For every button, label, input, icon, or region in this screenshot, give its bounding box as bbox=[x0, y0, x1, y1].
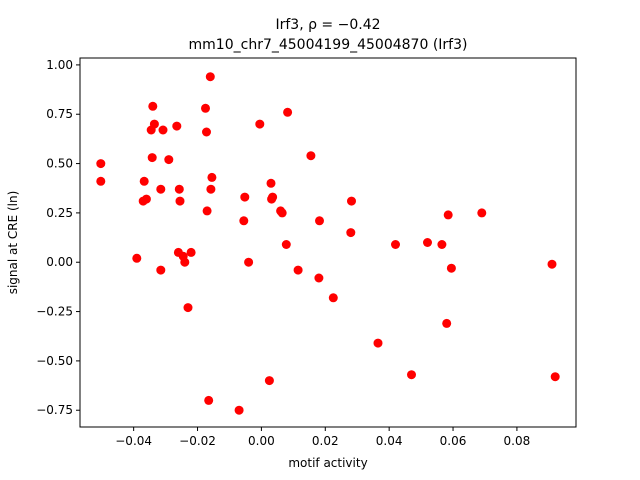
y-tick-label: 0.25 bbox=[46, 206, 73, 220]
data-point bbox=[281, 240, 291, 249]
y-tick-label: −0.25 bbox=[36, 305, 73, 319]
data-point bbox=[180, 257, 190, 267]
data-point bbox=[132, 253, 142, 263]
data-point bbox=[443, 210, 453, 220]
x-tick-label: 0.02 bbox=[312, 434, 339, 448]
data-point bbox=[442, 318, 452, 328]
data-point bbox=[186, 247, 196, 257]
y-axis-label: signal at CRE (ln) bbox=[6, 191, 20, 295]
y-tick-label: 0.00 bbox=[46, 255, 73, 269]
data-point bbox=[244, 257, 254, 267]
data-point bbox=[423, 238, 432, 247]
data-point bbox=[239, 216, 249, 226]
data-point bbox=[207, 172, 217, 182]
y-axis-ticks: −0.75 −0.50 −0.25 0.00 0.25 0.50 0.75 1.00 bbox=[36, 58, 80, 417]
data-point bbox=[277, 208, 287, 218]
y-tick-label: 0.50 bbox=[46, 157, 73, 171]
data-point bbox=[156, 265, 166, 275]
x-axis-label: motif activity bbox=[288, 456, 367, 470]
data-point bbox=[141, 194, 151, 204]
data-point bbox=[234, 405, 244, 415]
data-point bbox=[373, 338, 383, 348]
x-tick-label: 0.06 bbox=[440, 434, 467, 448]
data-point bbox=[158, 125, 168, 135]
data-point bbox=[139, 176, 149, 186]
y-tick-label: 0.75 bbox=[46, 107, 73, 121]
data-point bbox=[96, 159, 106, 169]
plot-frame bbox=[79, 57, 577, 428]
data-point bbox=[202, 206, 212, 216]
x-tick-label: 0.08 bbox=[504, 434, 531, 448]
data-point bbox=[407, 370, 416, 380]
x-tick-label: −0.04 bbox=[115, 434, 152, 448]
data-point bbox=[315, 216, 324, 226]
data-points bbox=[96, 72, 560, 415]
data-point bbox=[293, 265, 303, 275]
x-tick-label: −0.02 bbox=[179, 434, 216, 448]
data-point bbox=[255, 119, 265, 129]
data-point bbox=[306, 151, 316, 161]
data-point bbox=[183, 303, 193, 313]
data-point bbox=[205, 72, 215, 82]
chart-title-line2: mm10_chr7_45004199_45004870 (Irf3) bbox=[189, 37, 468, 53]
data-point bbox=[175, 196, 185, 206]
y-tick-label: −0.50 bbox=[36, 354, 73, 368]
data-point bbox=[202, 127, 211, 137]
x-axis-ticks: −0.04 −0.02 0.00 0.02 0.04 0.06 0.08 bbox=[115, 427, 530, 448]
data-point bbox=[148, 101, 158, 111]
data-point bbox=[550, 372, 560, 382]
data-point bbox=[264, 376, 274, 386]
x-tick-label: 0.04 bbox=[376, 434, 403, 448]
data-point bbox=[147, 153, 157, 163]
data-point bbox=[268, 192, 278, 202]
data-point bbox=[446, 263, 456, 273]
data-point bbox=[437, 240, 447, 249]
data-point bbox=[156, 184, 166, 194]
data-point bbox=[391, 240, 400, 249]
y-tick-label: 1.00 bbox=[46, 58, 73, 72]
data-point bbox=[314, 273, 324, 283]
data-point bbox=[172, 121, 182, 131]
data-point bbox=[477, 208, 487, 218]
data-point bbox=[266, 178, 276, 188]
data-point bbox=[204, 395, 214, 405]
data-point bbox=[547, 259, 557, 269]
data-point bbox=[346, 228, 356, 238]
data-point bbox=[149, 119, 159, 129]
x-tick-label: 0.00 bbox=[248, 434, 275, 448]
data-point bbox=[206, 184, 216, 194]
data-point bbox=[328, 293, 338, 303]
data-point bbox=[174, 184, 184, 194]
data-point bbox=[347, 196, 356, 206]
data-point bbox=[164, 155, 174, 165]
data-point bbox=[240, 192, 250, 202]
data-point bbox=[96, 176, 106, 186]
chart-title-line1: Irf3, ρ = −0.42 bbox=[275, 17, 380, 33]
y-tick-label: −0.75 bbox=[36, 403, 73, 417]
data-point bbox=[283, 107, 293, 117]
data-point bbox=[201, 103, 210, 113]
